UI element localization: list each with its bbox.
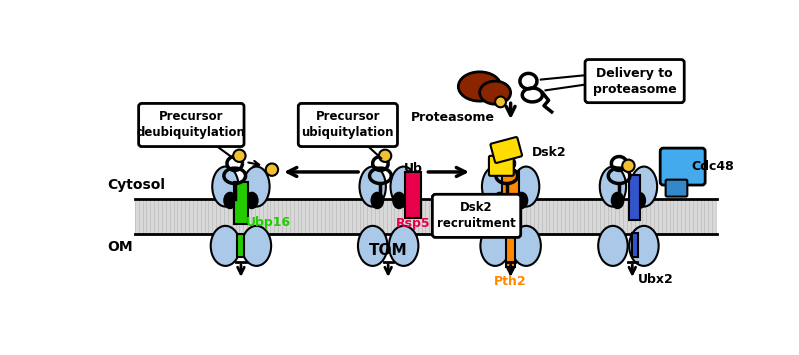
Ellipse shape: [243, 166, 269, 207]
Bar: [234, 182, 248, 224]
Text: Proteasome: Proteasome: [411, 111, 495, 124]
Ellipse shape: [480, 226, 510, 266]
Ellipse shape: [358, 226, 388, 266]
Text: Pth2: Pth2: [495, 275, 527, 288]
FancyBboxPatch shape: [491, 137, 522, 163]
Bar: [405, 172, 421, 218]
Ellipse shape: [482, 166, 508, 207]
Ellipse shape: [360, 166, 386, 207]
Text: Ubx2: Ubx2: [638, 273, 674, 286]
Circle shape: [495, 97, 506, 107]
Bar: [507, 231, 515, 267]
Ellipse shape: [479, 81, 511, 104]
Bar: [502, 171, 519, 219]
Ellipse shape: [629, 226, 658, 266]
FancyBboxPatch shape: [666, 180, 687, 197]
Circle shape: [233, 149, 245, 162]
FancyBboxPatch shape: [660, 148, 706, 185]
Circle shape: [266, 164, 278, 176]
Bar: [237, 234, 244, 257]
Ellipse shape: [372, 193, 384, 208]
Ellipse shape: [391, 166, 417, 207]
Text: Cytosol: Cytosol: [108, 178, 165, 192]
FancyBboxPatch shape: [138, 103, 244, 147]
Text: Precursor
ubiquitylation: Precursor ubiquitylation: [302, 110, 394, 140]
Ellipse shape: [389, 226, 419, 266]
Text: Dsk2: Dsk2: [532, 146, 567, 159]
Ellipse shape: [393, 193, 405, 208]
Text: TOM: TOM: [369, 243, 407, 258]
Bar: [631, 233, 638, 257]
Ellipse shape: [630, 166, 657, 207]
Ellipse shape: [246, 193, 257, 208]
Ellipse shape: [494, 193, 506, 208]
Ellipse shape: [513, 166, 539, 207]
Circle shape: [379, 149, 392, 162]
Ellipse shape: [600, 166, 626, 207]
Text: Dsk2
recruitment: Dsk2 recruitment: [437, 201, 516, 230]
FancyBboxPatch shape: [432, 194, 521, 237]
Ellipse shape: [612, 193, 623, 208]
Text: OM: OM: [108, 240, 133, 255]
FancyBboxPatch shape: [585, 60, 684, 103]
Text: Ub: Ub: [403, 162, 423, 175]
Ellipse shape: [213, 166, 239, 207]
Ellipse shape: [634, 193, 645, 208]
FancyBboxPatch shape: [489, 156, 514, 176]
Bar: [629, 175, 640, 220]
Ellipse shape: [511, 226, 541, 266]
Text: Cdc48: Cdc48: [691, 160, 734, 173]
Ellipse shape: [598, 226, 628, 266]
Ellipse shape: [225, 193, 236, 208]
Text: Rsp5: Rsp5: [396, 217, 431, 230]
Circle shape: [622, 160, 634, 172]
Ellipse shape: [515, 193, 527, 208]
Ellipse shape: [242, 226, 271, 266]
Bar: [135, 199, 716, 234]
Ellipse shape: [211, 226, 240, 266]
Text: Delivery to
proteasome: Delivery to proteasome: [593, 67, 677, 95]
Ellipse shape: [459, 72, 501, 101]
Text: Ubp16: Ubp16: [246, 215, 292, 229]
Text: Precursor
deubiquitylation: Precursor deubiquitylation: [137, 110, 246, 140]
FancyBboxPatch shape: [298, 103, 397, 147]
